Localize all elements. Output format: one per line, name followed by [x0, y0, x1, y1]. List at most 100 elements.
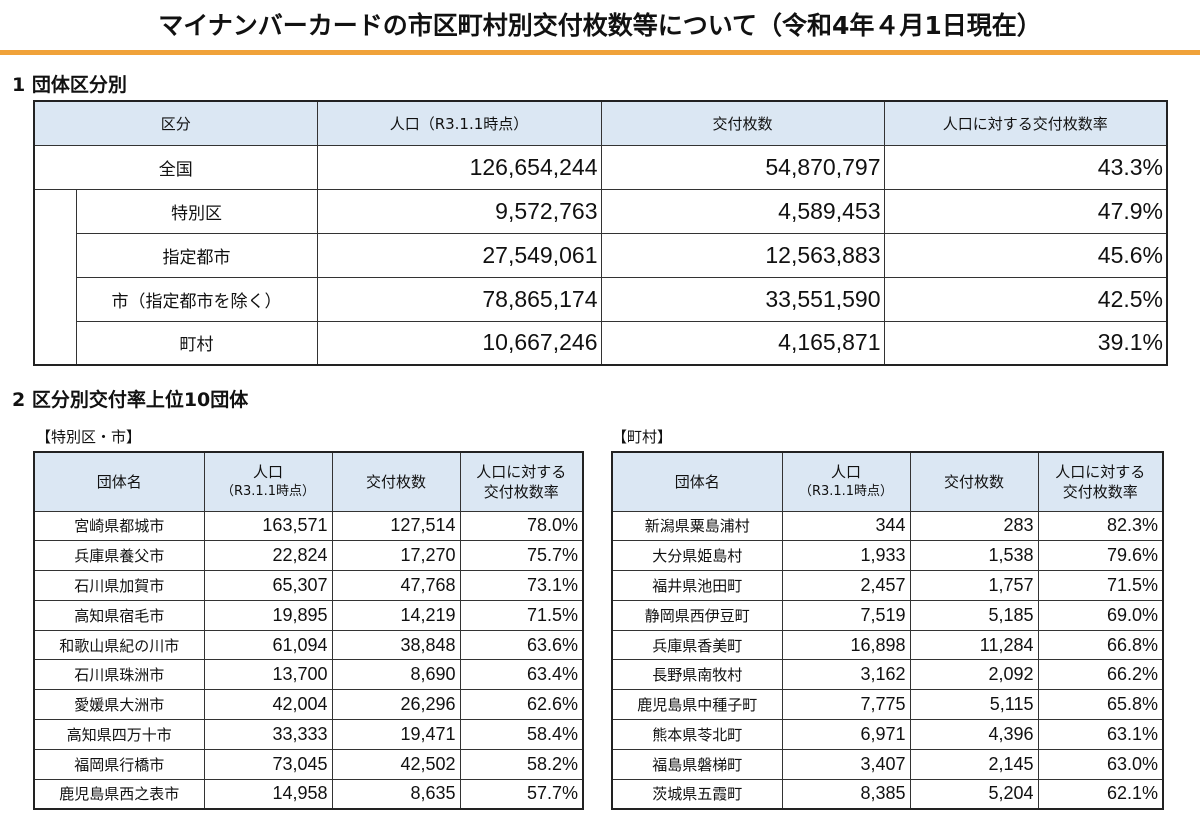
table-row: 福島県磐梯町 3,407 2,145 63.0% — [611, 748, 1164, 780]
header-name: 団体名 — [33, 451, 205, 512]
row-label: 市（指定都市を除く） — [75, 276, 318, 322]
table-row: 市（指定都市を除く） 78,865,174 33,551,590 42.5% — [33, 276, 1168, 322]
population-cell: 7,519 — [781, 599, 911, 631]
section-2-heading: 2 区分別交付率上位10団体 — [12, 389, 249, 411]
name-cell: 静岡県西伊豆町 — [611, 599, 783, 631]
issued-cell: 4,396 — [909, 719, 1039, 750]
table-row: 茨城県五霞町 8,385 5,204 62.1% — [611, 778, 1164, 810]
population-cell: 9,572,763 — [316, 188, 602, 234]
population-cell: 3,407 — [781, 748, 911, 780]
header-rate: 人口に対する 交付枚数率 — [1037, 451, 1164, 512]
rate-cell: 57.7% — [459, 778, 584, 810]
table-header-row: 団体名 人口 （R3.1.1時点） 交付枚数 人口に対する 交付枚数率 — [33, 451, 584, 512]
issued-cell: 42,502 — [331, 748, 461, 780]
table-row: 兵庫県養父市 22,824 17,270 75.7% — [33, 540, 584, 572]
population-cell: 10,667,246 — [316, 320, 602, 366]
population-cell: 65,307 — [203, 570, 333, 601]
table-row: 愛媛県大洲市 42,004 26,296 62.6% — [33, 689, 584, 721]
name-cell: 石川県珠洲市 — [33, 659, 205, 691]
table-header-row: 団体名 人口 （R3.1.1時点） 交付枚数 人口に対する 交付枚数率 — [611, 451, 1164, 512]
header-population: 人口（R3.1.1時点） — [316, 100, 602, 146]
issued-cell: 1,538 — [909, 540, 1039, 572]
header-rate-line2: 交付枚数率 — [483, 482, 559, 501]
name-cell: 鹿児島県中種子町 — [611, 689, 783, 721]
header-population: 人口 （R3.1.1時点） — [203, 451, 333, 512]
header-rate-line2: 交付枚数率 — [1062, 482, 1138, 501]
header-rate: 人口に対する 交付枚数率 — [459, 451, 584, 512]
population-cell: 19,895 — [203, 599, 333, 631]
rate-cell: 82.3% — [1037, 510, 1164, 542]
population-cell: 2,457 — [781, 570, 911, 601]
indent-spacer — [33, 233, 76, 277]
table-row: 全国 126,654,244 54,870,797 43.3% — [33, 144, 1168, 190]
issued-cell: 4,165,871 — [600, 320, 885, 366]
row-label: 指定都市 — [75, 232, 318, 278]
header-population-line1: 人口 — [830, 462, 861, 481]
name-cell: 宮崎県都城市 — [33, 510, 205, 542]
name-cell: 茨城県五霞町 — [611, 778, 783, 810]
table-row: 新潟県粟島浦村 344 283 82.3% — [611, 510, 1164, 542]
rate-cell: 62.6% — [459, 689, 584, 721]
table-row: 鹿児島県中種子町 7,775 5,115 65.8% — [611, 689, 1164, 721]
rate-cell: 47.9% — [883, 188, 1168, 234]
rate-cell: 71.5% — [459, 599, 584, 631]
name-cell: 愛媛県大洲市 — [33, 689, 205, 721]
rate-cell: 71.5% — [1037, 570, 1164, 601]
issued-cell: 2,092 — [909, 659, 1039, 691]
section-1-heading: 1 団体区分別 — [12, 74, 127, 96]
issued-cell: 38,848 — [331, 629, 461, 661]
rate-cell: 58.4% — [459, 719, 584, 750]
name-cell: 新潟県粟島浦村 — [611, 510, 783, 542]
population-cell: 126,654,244 — [316, 144, 602, 190]
table-row: 長野県南牧村 3,162 2,092 66.2% — [611, 659, 1164, 691]
table-row: 高知県四万十市 33,333 19,471 58.4% — [33, 719, 584, 750]
table-row: 特別区 9,572,763 4,589,453 47.9% — [33, 188, 1168, 234]
header-issued: 交付枚数 — [600, 100, 885, 146]
population-cell: 27,549,061 — [316, 232, 602, 278]
header-rate: 人口に対する交付枚数率 — [883, 100, 1168, 146]
rate-cell: 79.6% — [1037, 540, 1164, 572]
table-row: 兵庫県香美町 16,898 11,284 66.8% — [611, 629, 1164, 661]
header-issued: 交付枚数 — [909, 451, 1039, 512]
name-cell: 長野県南牧村 — [611, 659, 783, 691]
issued-cell: 2,145 — [909, 748, 1039, 780]
issued-cell: 19,471 — [331, 719, 461, 750]
rate-cell: 62.1% — [1037, 778, 1164, 810]
population-cell: 33,333 — [203, 719, 333, 750]
name-cell: 福岡県行橋市 — [33, 748, 205, 780]
rate-cell: 45.6% — [883, 232, 1168, 278]
header-population-line2: （R3.1.1時点） — [220, 483, 316, 499]
table-row: 静岡県西伊豆町 7,519 5,185 69.0% — [611, 599, 1164, 631]
issued-cell: 26,296 — [331, 689, 461, 721]
name-cell: 大分県姫島村 — [611, 540, 783, 572]
header-name: 団体名 — [611, 451, 783, 512]
issued-cell: 8,635 — [331, 778, 461, 810]
population-cell: 6,971 — [781, 719, 911, 750]
table-row: 町村 10,667,246 4,165,871 39.1% — [33, 320, 1168, 366]
issued-cell: 12,563,883 — [600, 232, 885, 278]
table-row: 石川県珠洲市 13,700 8,690 63.4% — [33, 659, 584, 691]
name-cell: 兵庫県香美町 — [611, 629, 783, 661]
population-cell: 344 — [781, 510, 911, 542]
indent-spacer — [33, 321, 76, 366]
rate-cell: 73.1% — [459, 570, 584, 601]
name-cell: 鹿児島県西之表市 — [33, 778, 205, 810]
population-cell: 61,094 — [203, 629, 333, 661]
table-row: 福井県池田町 2,457 1,757 71.5% — [611, 570, 1164, 601]
issued-cell: 283 — [909, 510, 1039, 542]
table-row: 和歌山県紀の川市 61,094 38,848 63.6% — [33, 629, 584, 661]
rate-cell: 42.5% — [883, 276, 1168, 322]
population-cell: 16,898 — [781, 629, 911, 661]
table-row: 福岡県行橋市 73,045 42,502 58.2% — [33, 748, 584, 780]
cities-ranking-table: 団体名 人口 （R3.1.1時点） 交付枚数 人口に対する 交付枚数率 宮崎県都… — [33, 451, 584, 810]
name-cell: 兵庫県養父市 — [33, 540, 205, 572]
rate-cell: 65.8% — [1037, 689, 1164, 721]
rate-cell: 63.4% — [459, 659, 584, 691]
issued-cell: 5,185 — [909, 599, 1039, 631]
header-population: 人口 （R3.1.1時点） — [781, 451, 911, 512]
rate-cell: 66.8% — [1037, 629, 1164, 661]
page-title: マイナンバーカードの市区町村別交付枚数等について（令和4年４月1日現在） — [158, 11, 1042, 40]
table-row: 熊本県苓北町 6,971 4,396 63.1% — [611, 719, 1164, 750]
population-cell: 22,824 — [203, 540, 333, 572]
header-category: 区分 — [33, 100, 318, 146]
